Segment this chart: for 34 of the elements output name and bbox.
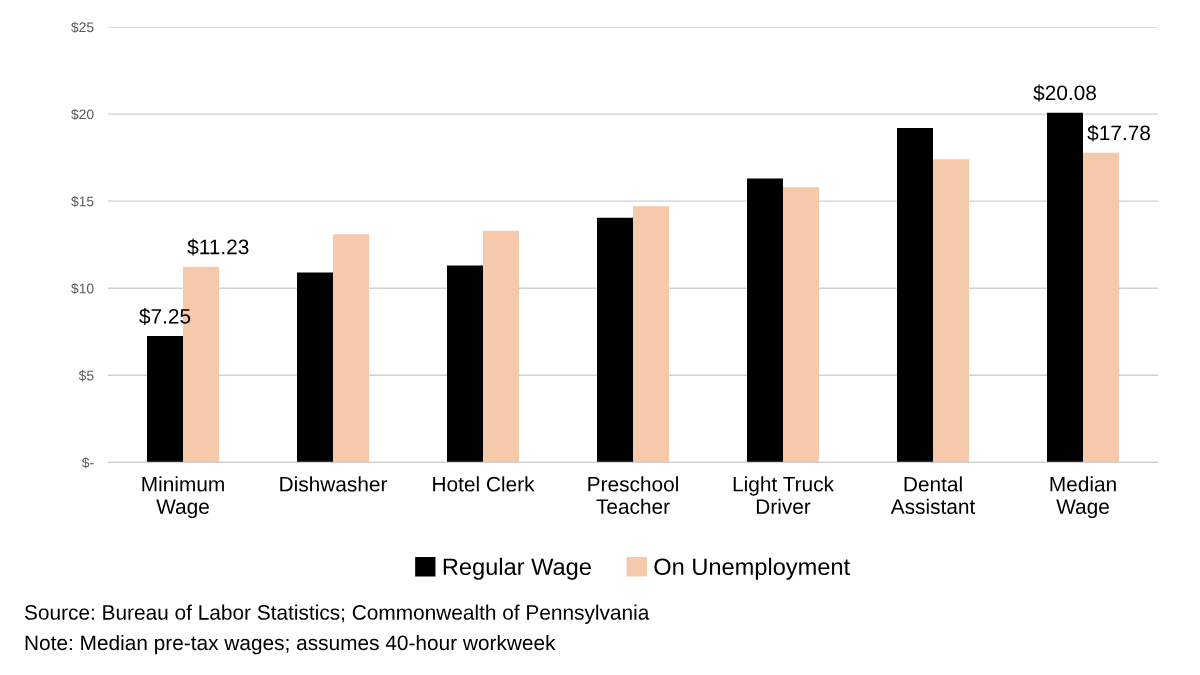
- data-label: $20.08: [1033, 84, 1096, 102]
- bar: [633, 206, 669, 463]
- bar: [747, 178, 783, 463]
- bar: [933, 159, 969, 463]
- x-tick-label: Preschool Teacher: [588, 476, 678, 515]
- bar: [483, 230, 519, 463]
- bar: [1047, 112, 1083, 463]
- y-tick-label: $25: [71, 21, 94, 33]
- y-tick-label: $10: [71, 282, 94, 295]
- bar: [147, 336, 183, 463]
- bar: [783, 187, 819, 463]
- y-tick-label: $-: [81, 457, 94, 469]
- x-tick-label: Light Truck Driver: [733, 476, 834, 515]
- data-label: $11.23: [187, 238, 249, 256]
- bar: [297, 272, 333, 463]
- x-tick-label: Minimum Wage: [142, 476, 224, 519]
- legend-label: On Unemployment: [654, 557, 850, 580]
- data-label: $17.78: [1087, 124, 1150, 142]
- legend-label: Regular Wage: [443, 557, 591, 580]
- bar: [333, 234, 369, 463]
- y-tick-label: $5: [78, 370, 94, 382]
- y-tick-label: $15: [71, 195, 94, 208]
- bar: [447, 265, 483, 463]
- x-tick-label: Median Wage: [1050, 476, 1116, 519]
- source-note: Source: Bureau of Labor Statistics; Commonwealth of Pennsylvania: [24, 604, 650, 624]
- x-tick-label: Dental Assistant: [890, 476, 976, 515]
- y-tick-label: $20: [71, 108, 94, 121]
- x-tick-label: Hotel Clerk: [433, 476, 535, 492]
- bar: [597, 217, 633, 463]
- bar: [897, 128, 933, 463]
- data-label: $7.25: [139, 308, 191, 325]
- x-tick-label: Dishwasher: [280, 476, 388, 492]
- bar: [1083, 152, 1119, 463]
- text: Note: Median pre-tax wages; assumes 40-hour workweek: [25, 634, 556, 655]
